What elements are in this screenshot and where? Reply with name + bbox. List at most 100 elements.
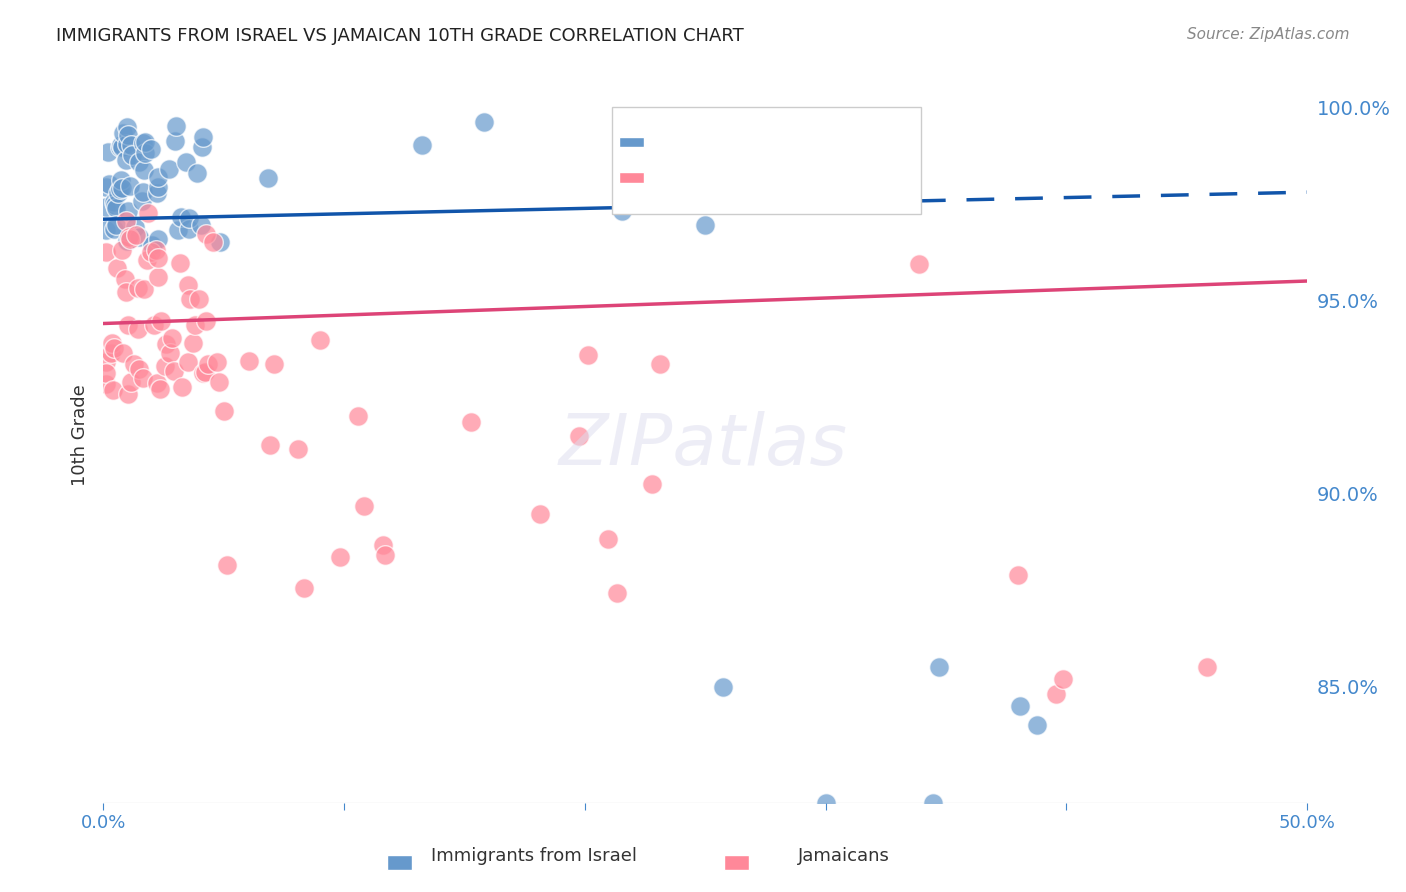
Point (215, 558, 238, 573)
Text: Jamaicans: Jamaicans (797, 847, 890, 865)
Point (172, 380, 194, 394)
Point (94, 245, 117, 260)
Point (131, 194, 153, 208)
Point (1010, 698, 1032, 713)
Point (111, 180, 134, 194)
Point (163, 363, 186, 377)
Point (193, 366, 215, 380)
Text: R = 0.073   N = 66: R = 0.073 N = 66 (633, 129, 832, 148)
Point (163, 134, 186, 148)
Point (640, 477, 662, 491)
Point (153, 359, 176, 373)
Point (1312, 332, 1334, 346)
Point (814, 796, 837, 810)
Point (146, 376, 169, 391)
Point (128, 362, 150, 376)
Point (148, 170, 170, 185)
Point (122, 357, 145, 371)
Point (177, 355, 200, 369)
Point (117, 128, 139, 142)
Point (150, 313, 173, 327)
Point (117, 318, 139, 332)
Point (146, 180, 169, 194)
Point (159, 346, 181, 360)
Point (208, 375, 231, 389)
Point (353, 499, 375, 513)
Point (112, 126, 135, 140)
Point (411, 137, 433, 152)
Point (529, 507, 551, 521)
Point (94, 222, 117, 236)
Point (111, 346, 134, 360)
Point (120, 375, 142, 389)
Point (159, 161, 181, 176)
Point (111, 243, 134, 257)
Point (120, 232, 142, 246)
Point (162, 331, 184, 345)
Point (127, 281, 149, 295)
Point (1195, 660, 1218, 674)
Point (121, 148, 143, 162)
Point (117, 204, 139, 219)
Point (103, 195, 125, 210)
Point (195, 314, 218, 328)
Point (132, 371, 155, 385)
Point (108, 182, 131, 196)
Point (1045, 687, 1067, 701)
Point (908, 257, 931, 271)
Point (120, 137, 142, 152)
Point (373, 538, 395, 552)
Point (132, 282, 155, 296)
Point (96, 366, 118, 380)
Point (177, 277, 200, 292)
Point (145, 186, 167, 200)
Point (165, 119, 187, 133)
Point (108, 140, 131, 154)
Point (928, 660, 950, 674)
Point (148, 251, 170, 265)
Point (94, 180, 117, 194)
Point (610, 204, 633, 219)
Point (128, 155, 150, 169)
Point (114, 271, 136, 285)
Point (136, 206, 159, 220)
Point (94, 200, 117, 214)
Point (576, 348, 599, 362)
Point (94, 355, 117, 369)
Point (568, 429, 591, 443)
Text: Source: ZipAtlas.com: Source: ZipAtlas.com (1187, 27, 1350, 42)
Point (921, 796, 943, 810)
Point (115, 153, 138, 168)
Point (202, 235, 225, 249)
Point (117, 387, 139, 401)
Text: R = 0.153   N = 85: R = 0.153 N = 85 (633, 165, 832, 184)
Text: Immigrants from Israel: Immigrants from Israel (432, 847, 637, 865)
Point (174, 155, 197, 169)
Point (146, 232, 169, 246)
Point (179, 292, 201, 306)
Point (132, 162, 155, 177)
Point (141, 238, 163, 252)
Point (606, 585, 628, 599)
Y-axis label: 10th Grade: 10th Grade (72, 384, 89, 486)
Point (205, 354, 228, 368)
Point (115, 120, 138, 134)
Point (115, 137, 138, 152)
Point (127, 322, 149, 336)
Point (142, 318, 165, 332)
Point (186, 166, 208, 180)
Point (695, 218, 717, 232)
Text: ZIPatlas: ZIPatlas (558, 411, 848, 481)
Point (329, 549, 352, 564)
Point (146, 269, 169, 284)
Point (118, 178, 141, 193)
Point (287, 442, 309, 456)
Point (115, 213, 138, 227)
Point (190, 218, 212, 232)
Point (374, 548, 396, 562)
Point (131, 136, 153, 150)
Point (188, 293, 211, 307)
Point (117, 234, 139, 248)
Point (111, 140, 134, 154)
Point (711, 680, 734, 694)
